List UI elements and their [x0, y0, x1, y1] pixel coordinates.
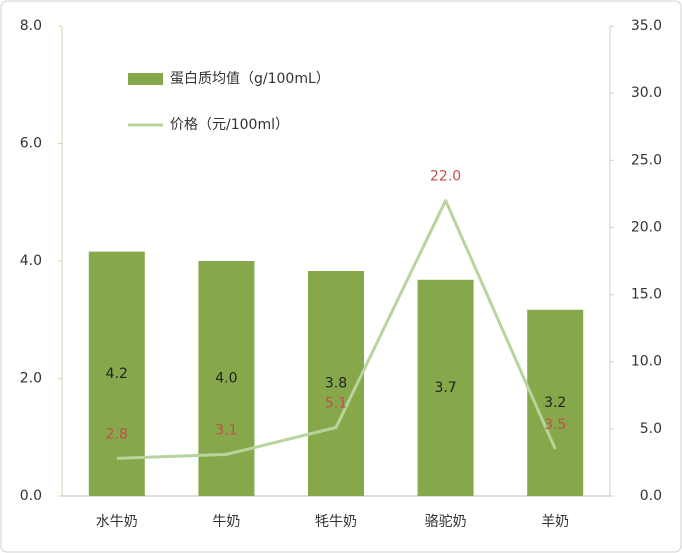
- y-tick-label: 2.0: [20, 371, 42, 387]
- y-tick-label: 6.0: [20, 136, 42, 152]
- y2-tick-label: 5.0: [640, 421, 662, 437]
- y-tick-label: 4.0: [20, 253, 42, 269]
- y2-tick-label: 20.0: [631, 219, 662, 235]
- y-tick-label: 8.0: [20, 18, 42, 34]
- x-tick-label: 牛奶: [212, 514, 240, 530]
- y2-tick-label: 15.0: [631, 287, 662, 303]
- data-label: 4.2: [106, 366, 128, 382]
- bar: [527, 309, 584, 496]
- data-label: 22.0: [430, 169, 461, 185]
- bar: [308, 270, 364, 496]
- y2-tick-label: 0.0: [640, 488, 662, 504]
- y-tick-label: 0.0: [20, 488, 42, 504]
- line: [116, 199, 557, 460]
- y2-tick-label: 30.0: [631, 85, 662, 101]
- x-tick-label: 骆驼奶: [425, 513, 467, 530]
- data-label: 4.0: [215, 371, 237, 387]
- bar: [198, 261, 255, 496]
- y2-tick-label: 25.0: [631, 152, 662, 168]
- legend-label: 蛋白质均值（g/100mL）: [170, 71, 330, 87]
- data-label: 5.1: [325, 396, 347, 412]
- data-label: 3.5: [544, 417, 566, 433]
- legend-swatch: [128, 73, 163, 85]
- x-tick-label: 水牛奶: [96, 514, 138, 530]
- bar: [88, 251, 145, 496]
- data-label: 3.1: [215, 422, 237, 438]
- bar: [417, 279, 474, 496]
- data-label: 3.2: [544, 395, 566, 411]
- data-label: 2.8: [106, 426, 128, 442]
- legend-label: 价格（元/100ml）: [170, 117, 289, 133]
- data-label: 3.8: [325, 375, 347, 391]
- x-tick-label: 牦牛奶: [315, 514, 357, 530]
- y2-tick-label: 35.0: [631, 18, 662, 34]
- x-tick-label: 羊奶: [541, 514, 569, 530]
- data-label: 3.7: [434, 380, 456, 396]
- y2-tick-label: 10.0: [631, 354, 662, 370]
